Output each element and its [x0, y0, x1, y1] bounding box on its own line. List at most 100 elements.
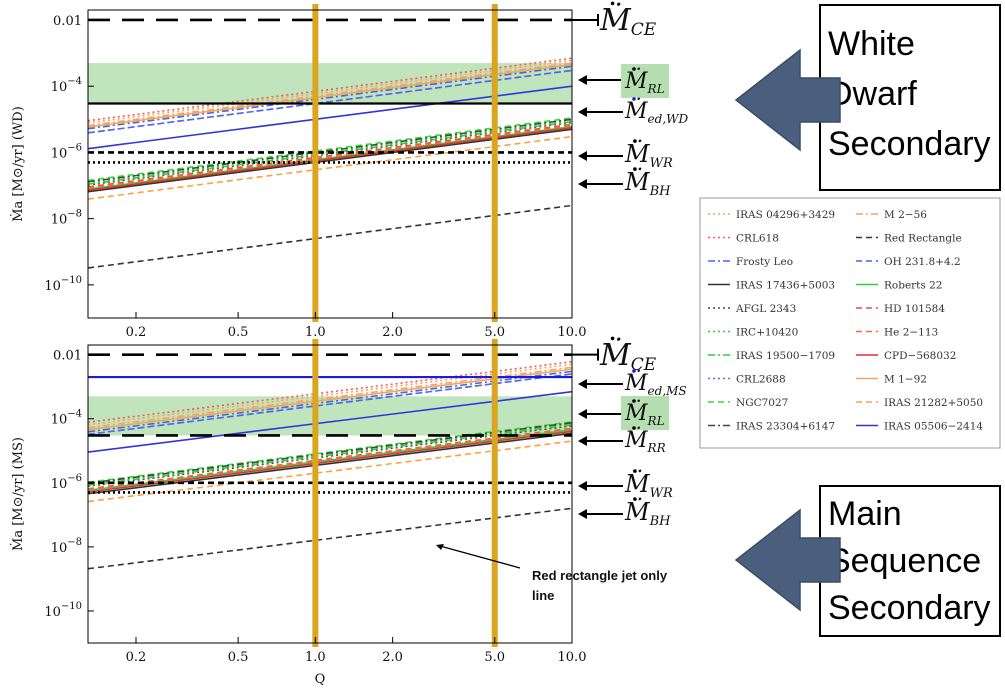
dot-accent [633, 167, 637, 171]
series-line [88, 135, 572, 200]
series-line [88, 507, 572, 570]
plot-area [88, 353, 572, 570]
x-tick-label: 0.5 [228, 325, 249, 340]
arrow-left-icon [578, 75, 623, 85]
y-axis-label: Ṁa [M⊙/yr] (MS) [9, 437, 26, 551]
legend-entry: AFGL 2343 [735, 303, 796, 315]
arrow-head [436, 544, 444, 550]
plot-area [88, 18, 572, 269]
series-line [88, 370, 572, 433]
arrow-left-icon [578, 509, 623, 519]
dot-accent [632, 399, 636, 403]
callout-line: Secondary [828, 589, 991, 627]
dot-accent [610, 1, 615, 6]
series-line [88, 118, 572, 183]
x-tick-label: 10.0 [558, 325, 587, 340]
top-panel: 0.2 0.5 1.0 2.0 5.0 10.0 0.01 10−4 10−6 10−8 10−10… [9, 1, 688, 340]
y-tick-label: 10−6 [51, 473, 82, 492]
legend-entry: IRAS 19500−1709 [736, 350, 835, 362]
series-line [88, 59, 572, 124]
dot-accent [632, 67, 636, 71]
legend-entry: IRAS 23304+6147 [736, 421, 835, 433]
legend-entry: Roberts 22 [884, 280, 943, 292]
axes-frame [87, 344, 573, 644]
annotation-text: line [532, 588, 554, 603]
series-line [88, 421, 572, 484]
legend-entry: CRL618 [736, 233, 779, 245]
x-tick-label: 1.0 [305, 325, 326, 340]
legend-entry: M 2−56 [884, 209, 927, 221]
y-tick-label: 0.01 [53, 349, 82, 364]
dot-accent [633, 139, 637, 143]
callout-line: Secondary [828, 125, 991, 163]
reference-line-label: Ṁed,MS [624, 369, 687, 398]
legend-entry: M 1−92 [884, 374, 927, 386]
reference-line-label: ṀCE [599, 337, 657, 375]
series-line [88, 123, 572, 188]
x-tick-label: 0.2 [126, 325, 147, 340]
legend-entry: Frosty Leo [736, 256, 793, 268]
y-axis-label: Ṁa [M⊙/yr] (WD) [9, 106, 26, 222]
x-axis-label: Q [315, 672, 326, 687]
legend-entry: NGC7027 [736, 397, 788, 409]
legend-entry: IRC+10420 [736, 327, 798, 339]
y-tick-label: 10−4 [51, 76, 82, 95]
legend-entry: CPD−568032 [884, 350, 956, 362]
rl-label-bg [621, 396, 669, 430]
callout-box [819, 4, 1001, 191]
y-tick-label: 10−8 [51, 537, 82, 556]
legend-entry: Red Rectangle [884, 233, 962, 245]
dot-accent [633, 497, 637, 501]
series-line [88, 422, 572, 485]
series-line [88, 363, 572, 426]
series-line [88, 125, 572, 190]
series-line [88, 85, 572, 150]
arrow-left-icon [578, 481, 623, 491]
y-tick-label: 10−4 [51, 409, 82, 428]
series-line [88, 127, 572, 192]
series-line [88, 57, 572, 122]
series-line [88, 62, 572, 127]
callout-line: Main [828, 495, 902, 533]
legend-entry: HD 101584 [884, 303, 945, 315]
reference-line-label: ṀCE [599, 2, 657, 40]
series-line [88, 423, 572, 486]
legend-entry: He 2−113 [884, 327, 938, 339]
y-tick-label: 10−10 [44, 275, 82, 294]
reference-line-label: ṀBH [624, 497, 671, 529]
series-line [88, 117, 572, 182]
dot-accent [610, 336, 615, 341]
x-tick-label: 5.0 [484, 325, 505, 340]
x-tick-label: 1.0 [305, 650, 326, 665]
callout-line: White [828, 25, 915, 63]
x-tick-label: 2.0 [382, 650, 403, 665]
callout-line: Dwarf [828, 75, 917, 113]
reference-line-label: ṀWR [624, 139, 673, 171]
white-dwarf-callout: White Dwarf Secondary [819, 4, 1001, 191]
axes-frame [87, 9, 573, 319]
reference-line-label: ṀRL [624, 399, 665, 428]
series-line [88, 429, 572, 492]
series-line [88, 128, 572, 193]
arrow-left-icon [578, 151, 623, 161]
annotation-arrow [439, 545, 521, 569]
arrow-left-icon [578, 107, 623, 117]
series-line [88, 390, 572, 453]
legend-entry: IRAS 21282+5050 [884, 397, 983, 409]
annotation-text: Red rectangle jet only [532, 568, 668, 583]
dot-accent [632, 369, 636, 373]
series-line [88, 421, 572, 484]
arrow-left-icon [578, 436, 623, 446]
series-line [88, 65, 572, 130]
series-line [88, 360, 572, 423]
series-line [88, 428, 572, 491]
y-tick-label: 10−6 [51, 142, 82, 161]
x-tick-label: 5.0 [484, 650, 505, 665]
series-line [88, 69, 572, 134]
arrow-left-icon [578, 409, 623, 419]
arrow-left-icon [578, 379, 623, 389]
roche-lobe-band [88, 396, 572, 436]
legend-entry: IRAS 17436+5003 [736, 280, 835, 292]
reference-line-label: ṀBH [624, 167, 671, 199]
